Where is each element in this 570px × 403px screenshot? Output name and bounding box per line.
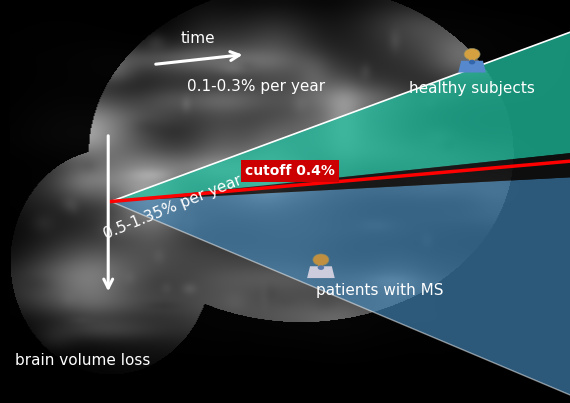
- Text: time: time: [181, 31, 215, 46]
- Polygon shape: [307, 266, 335, 278]
- FancyBboxPatch shape: [319, 260, 323, 267]
- Circle shape: [313, 254, 329, 266]
- FancyBboxPatch shape: [470, 55, 475, 62]
- Text: 0.1-0.3% per year: 0.1-0.3% per year: [188, 79, 325, 94]
- Text: 0.5-1.35% per year: 0.5-1.35% per year: [101, 173, 244, 242]
- Text: brain volume loss: brain volume loss: [15, 353, 150, 368]
- Text: cutoff 0.4%: cutoff 0.4%: [245, 164, 335, 178]
- Circle shape: [317, 265, 324, 270]
- Text: healthy subjects: healthy subjects: [409, 81, 535, 96]
- Text: patients with MS: patients with MS: [316, 283, 443, 298]
- Circle shape: [469, 60, 475, 64]
- Polygon shape: [458, 61, 486, 73]
- Circle shape: [464, 48, 480, 60]
- Polygon shape: [111, 177, 570, 395]
- Polygon shape: [111, 153, 570, 202]
- Polygon shape: [111, 32, 570, 202]
